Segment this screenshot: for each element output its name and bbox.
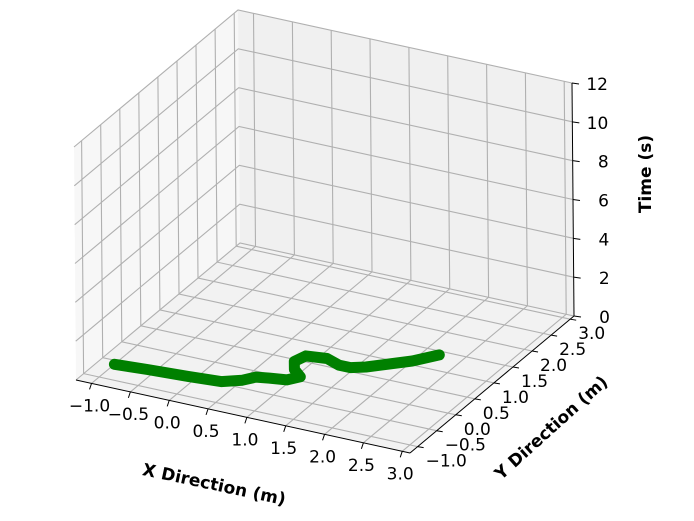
x-tick-mark [127,391,131,399]
grid-lines [73,9,575,452]
x-tick-label: 0.0 [154,413,181,433]
y-tick-label: 2.5 [559,340,586,360]
x-tick-label: 0.5 [192,422,219,442]
z-tick-label: 4 [598,230,609,250]
y-tick-mark [570,318,577,321]
x-axis-line [75,379,411,454]
y-tick-mark [436,430,443,433]
data-series [108,349,445,388]
x-tick-label: −1.0 [69,396,110,416]
x-tick-label: −0.5 [108,405,149,425]
x-tick-mark [322,434,326,441]
x-axis-label: X Direction (m) [141,460,288,510]
z-tick-mark [573,237,581,240]
z-grid-line [74,125,574,264]
y-tick-label: 0.5 [483,404,510,424]
y-tick-label: −1.0 [426,452,467,472]
z-tick-label: 10 [587,114,609,134]
z-tick-label: 2 [599,269,610,289]
y-tick-label: 0.0 [464,420,491,440]
z-grid-line [74,87,573,226]
x-tick-mark [89,383,93,390]
x-tick-mark [166,400,170,407]
y-tick-label: 3.0 [578,324,605,344]
axis-lines [75,82,582,458]
z-axis-label: Time (s) [636,135,656,213]
x-tick-mark [205,408,209,416]
y-tick-mark [531,350,539,353]
z-tick-mark [571,82,580,85]
trajectory-line [108,349,445,388]
z-tick-label: 0 [599,308,610,328]
z-tick-mark [572,121,580,124]
z-grid-line [74,164,574,303]
z-tick-label: 12 [586,75,608,95]
y-tick-mark [493,382,500,385]
z-grid-line [75,242,575,381]
y-tick-label: −0.5 [445,436,486,456]
x-tick-label: 1.0 [231,430,258,450]
z-tick-mark [572,160,580,163]
x-tick-label: 2.5 [348,456,375,476]
y-tick-mark [551,334,558,337]
x-tick-mark [283,425,287,432]
x-tick-label: 2.0 [309,447,336,467]
y-tick-mark [474,398,481,401]
z-tick-label: 6 [598,192,609,212]
y-tick-mark [455,414,462,417]
floor-pane [76,243,574,453]
z-grid-line [73,9,573,148]
x-tick-mark [399,451,403,458]
y-tick-label: 1.5 [521,372,548,392]
z-tick-mark [572,199,581,201]
tick-labels: −1.0−0.5 0.0 0.5 1.0 1.5 2.0 2.5 3.0−1.0−0.50.0… [69,75,610,484]
y-tick-mark [417,446,424,449]
y-tick-label: 2.0 [540,356,567,376]
x-tick-label: 3.0 [387,464,414,484]
y-axis-line [409,315,575,454]
z-tick-label: 8 [598,153,609,173]
z-tick-mark [573,276,581,279]
z-grid-line [75,203,574,342]
x-tick-mark [244,417,248,424]
y-tick-mark [512,366,520,369]
z-grid-line [73,48,573,187]
x-tick-label: 1.5 [270,439,297,459]
y-tick-label: 1.0 [502,388,529,408]
x-tick-mark [360,442,364,449]
z-tick-mark [573,315,582,318]
